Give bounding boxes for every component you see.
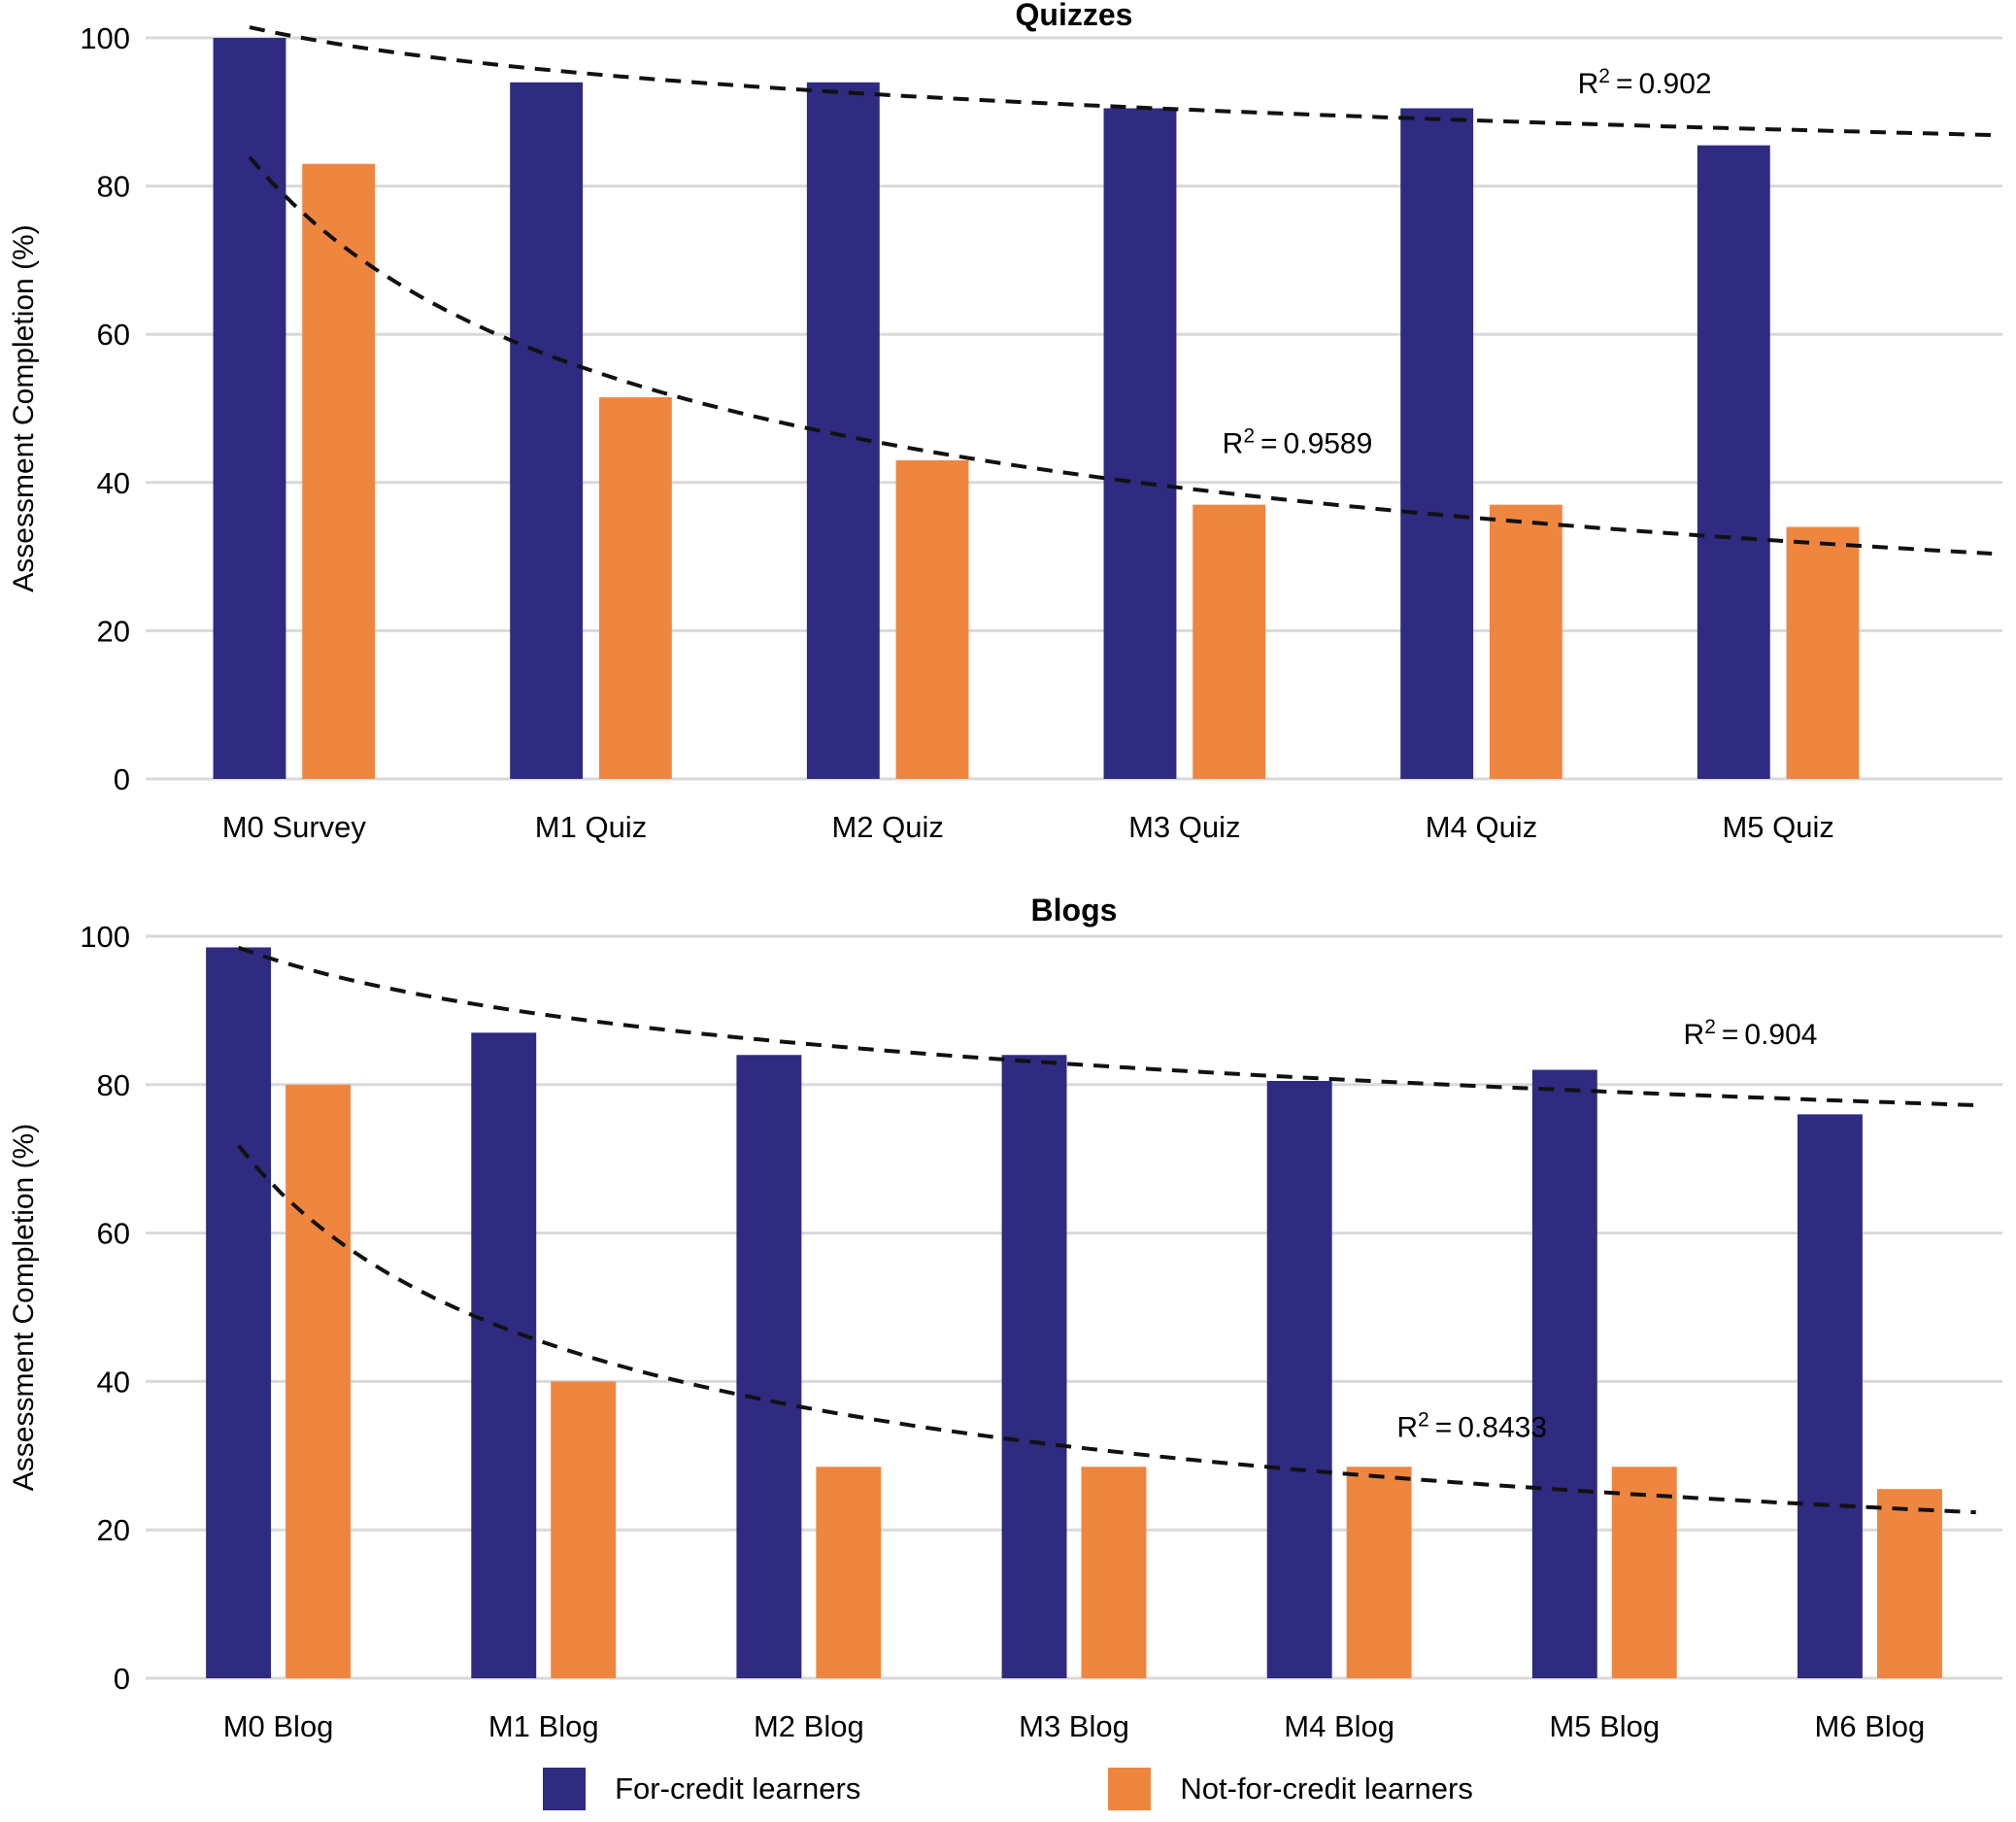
x-tick-label: M3 Blog: [1019, 1709, 1129, 1743]
quizzes-bar-chart: 0 20 40 60 80 100 Quizzes Assessment Completion…: [8, 0, 2002, 844]
for-credit-bar-m2-blog: [736, 1055, 802, 1678]
for-credit-bar-m0-survey: [213, 38, 286, 779]
x-tick-label: M0 Blog: [223, 1709, 334, 1743]
trendline-not_for_credit: [237, 1144, 1976, 1515]
not-for-credit-bar-m0-survey: [302, 163, 376, 779]
trendline-for_credit: [237, 945, 1976, 1107]
for-credit-bar-m3-quiz: [1103, 108, 1177, 780]
x-tick-label: M4 Quiz: [1426, 810, 1537, 844]
not-for-credit-bar-m1-blog: [551, 1381, 617, 1678]
for-credit-bar-m1-blog: [471, 1032, 537, 1678]
r-squared-label: R2 = 0.904: [1684, 1016, 1818, 1051]
not-for-credit-bar-m3-blog: [1081, 1467, 1147, 1678]
for-credit-bar-m4-blog: [1266, 1080, 1332, 1678]
r-squared-label: R2 = 0.8433: [1396, 1409, 1547, 1444]
not-for-credit-bar-m3-quiz: [1193, 504, 1266, 779]
for-credit-bar-m6-blog: [1797, 1114, 1863, 1678]
legend-item: For-credit learners: [543, 1768, 860, 1810]
not-for-credit-bar-m2-quiz: [895, 459, 969, 779]
legend-item: Not-for-credit learners: [1108, 1768, 1473, 1810]
not-for-credit-bar-m5-blog: [1611, 1467, 1677, 1678]
x-tick-label: M3 Quiz: [1128, 810, 1240, 844]
for-credit-bar-m3-blog: [1001, 1055, 1067, 1678]
x-tick-label: M2 Blog: [754, 1709, 864, 1743]
not-for-credit-bar-m2-blog: [816, 1467, 882, 1678]
x-tick-label: M2 Quiz: [831, 810, 943, 844]
y-tick-label: 40: [97, 1365, 130, 1399]
for-credit-bar-m1-quiz: [510, 82, 584, 779]
for-credit-bar-m4-quiz: [1400, 108, 1474, 780]
for-credit-bar-m0-blog: [206, 947, 272, 1678]
y-tick-label: 100: [80, 21, 130, 55]
x-tick-label: M5 Blog: [1549, 1709, 1660, 1743]
for-credit-bar-m5-quiz: [1697, 145, 1770, 779]
legend: For-credit learners Not-for-credit learne…: [0, 1756, 2016, 1822]
r-squared-label: R2 = 0.9589: [1223, 424, 1373, 459]
legend-swatch-for-credit: [543, 1768, 587, 1810]
y-tick-label: 60: [97, 318, 130, 352]
y-tick-label: 20: [97, 1513, 130, 1547]
chart-title: Quizzes: [1016, 0, 1133, 32]
r-squared-label: R2 = 0.902: [1578, 65, 1712, 100]
legend-label: For-credit learners: [615, 1771, 861, 1805]
y-tick-label: 100: [80, 920, 130, 954]
y-tick-label: 80: [97, 170, 130, 204]
not-for-credit-bar-m0-blog: [286, 1084, 352, 1678]
legend-swatch-not-for-credit: [1108, 1768, 1152, 1810]
x-tick-label: M4 Blog: [1284, 1709, 1394, 1743]
y-tick-label: 40: [97, 466, 130, 500]
not-for-credit-bar-m5-quiz: [1786, 526, 1860, 779]
y-axis-title: Assessment Completion (%): [8, 224, 40, 591]
y-tick-label: 0: [114, 762, 130, 796]
y-tick-label: 80: [97, 1068, 130, 1102]
y-tick-label: 60: [97, 1217, 130, 1251]
x-tick-label: M6 Blog: [1815, 1709, 1926, 1743]
chart-title: Blogs: [1031, 894, 1118, 928]
not-for-credit-bar-m6-blog: [1876, 1489, 1942, 1678]
trendline-not_for_credit: [248, 155, 1993, 556]
legend-label: Not-for-credit learners: [1180, 1771, 1473, 1805]
x-tick-label: M5 Quiz: [1722, 810, 1833, 844]
not-for-credit-bar-m4-blog: [1346, 1467, 1412, 1678]
not-for-credit-bar-m1-quiz: [598, 397, 672, 779]
for-credit-bar-m5-blog: [1531, 1069, 1597, 1678]
y-tick-label: 0: [114, 1662, 130, 1696]
trendline-for_credit: [249, 25, 1993, 137]
x-tick-label: M0 Survey: [222, 810, 367, 844]
y-tick-label: 20: [97, 614, 130, 648]
y-axis-title: Assessment Completion (%): [8, 1124, 40, 1491]
blogs-bar-chart: 0 20 40 60 80 100 Blogs Assessment Completion (…: [8, 894, 2002, 1743]
not-for-credit-bar-m4-quiz: [1489, 504, 1562, 779]
x-tick-label: M1 Quiz: [535, 810, 647, 844]
x-tick-label: M1 Blog: [488, 1709, 599, 1743]
